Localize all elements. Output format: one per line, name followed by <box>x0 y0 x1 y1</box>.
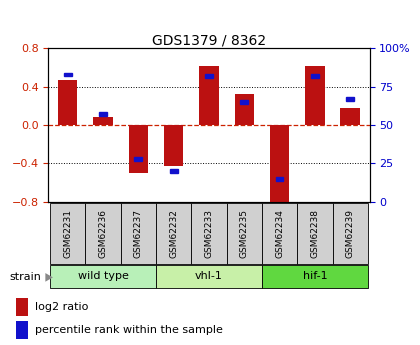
Bar <box>333 203 368 264</box>
Text: percentile rank within the sample: percentile rank within the sample <box>34 325 223 335</box>
Bar <box>346 97 354 101</box>
Text: GSM62235: GSM62235 <box>240 209 249 258</box>
Bar <box>129 125 148 173</box>
Text: GSM62236: GSM62236 <box>99 209 108 258</box>
Title: GDS1379 / 8362: GDS1379 / 8362 <box>152 33 266 47</box>
Text: hif-1: hif-1 <box>302 272 327 281</box>
Bar <box>164 125 184 166</box>
Bar <box>16 321 28 339</box>
Bar <box>134 157 142 161</box>
Bar <box>121 203 156 264</box>
Bar <box>240 100 248 104</box>
Bar <box>276 177 284 181</box>
Bar <box>227 203 262 264</box>
Bar <box>262 265 368 288</box>
Bar <box>191 203 227 264</box>
Text: GSM62234: GSM62234 <box>275 209 284 258</box>
Bar <box>270 125 289 204</box>
Bar <box>156 203 191 264</box>
Bar <box>64 72 71 76</box>
Bar <box>58 80 77 125</box>
Bar <box>205 74 213 78</box>
Text: log2 ratio: log2 ratio <box>34 302 88 312</box>
Bar <box>341 108 360 125</box>
Bar <box>311 74 319 78</box>
Text: GSM62237: GSM62237 <box>134 209 143 258</box>
Bar <box>85 203 121 264</box>
Text: vhl-1: vhl-1 <box>195 272 223 281</box>
Bar <box>305 66 325 125</box>
Bar <box>199 66 219 125</box>
Bar <box>170 169 178 173</box>
Bar <box>262 203 297 264</box>
Bar <box>99 112 107 116</box>
Text: strain: strain <box>9 273 41 282</box>
Text: GSM62232: GSM62232 <box>169 209 178 258</box>
Bar <box>93 117 113 125</box>
Bar <box>297 203 333 264</box>
Text: wild type: wild type <box>78 272 129 281</box>
Bar <box>16 298 28 316</box>
Text: GSM62231: GSM62231 <box>63 209 72 258</box>
Bar <box>50 203 85 264</box>
Text: GSM62233: GSM62233 <box>205 209 213 258</box>
Bar <box>234 94 254 125</box>
Text: GSM62239: GSM62239 <box>346 209 354 258</box>
Bar <box>156 265 262 288</box>
Text: GSM62238: GSM62238 <box>310 209 319 258</box>
Bar <box>50 265 156 288</box>
